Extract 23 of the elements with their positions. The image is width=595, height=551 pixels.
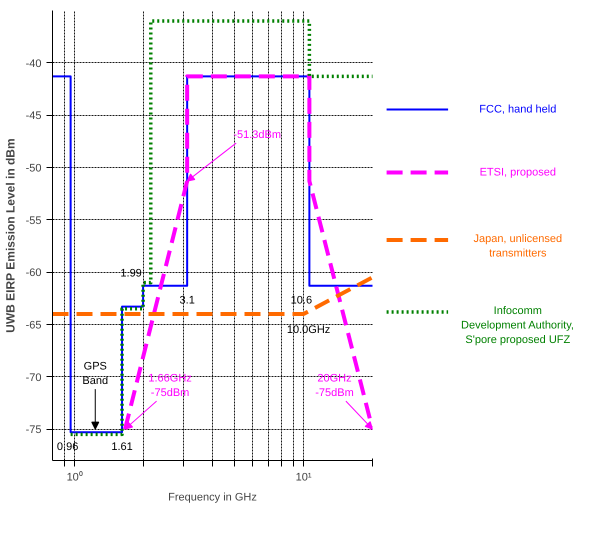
y-tick-label: -45 (26, 110, 42, 122)
x-axis-title: Frequency in GHz (168, 492, 257, 504)
y-tick-label: -65 (26, 319, 42, 332)
y-tick-label: -60 (26, 267, 42, 280)
annotation: 1.61 (111, 441, 133, 454)
text: Infocomm Development Authority, S'pore proposed UFZ (461, 305, 574, 346)
y-tick-label: -40 (26, 58, 42, 70)
annotation: GPS Band (82, 360, 108, 388)
y-tick-label: -50 (26, 162, 42, 174)
annotation: -51.3dBm (233, 129, 282, 142)
y-tick-label: -55 (26, 214, 42, 227)
y-tick-label: -70 (26, 372, 42, 384)
y-tick-label: -75 (26, 424, 42, 436)
x-tick-label: 10⁰ (66, 470, 83, 484)
annotation: 10.0GHz (286, 324, 330, 336)
x-tick-label: 10¹ (296, 472, 312, 484)
y-axis-title: UWB EIRP Emission Level in dBm (4, 138, 18, 333)
text: Japan, unlicensed transmitters (473, 233, 562, 260)
text: ETSI, proposed (480, 166, 556, 178)
annotation: 10.6 (290, 294, 312, 307)
annotation: 3.1 (180, 294, 195, 307)
annotation: 0.96 (56, 441, 78, 454)
text: FCC, hand held (479, 104, 556, 116)
